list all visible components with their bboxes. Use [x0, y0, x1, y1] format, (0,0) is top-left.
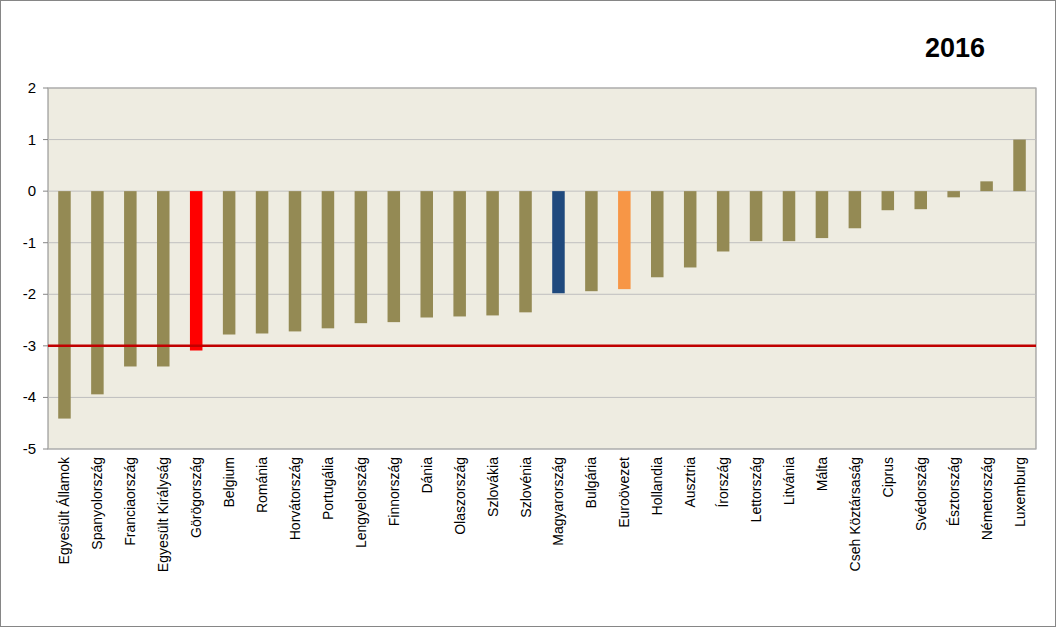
x-tick-label: Észtország — [946, 457, 962, 526]
tick-mark — [43, 191, 48, 192]
bar — [618, 191, 631, 289]
y-tick-label: -1 — [23, 234, 36, 251]
bar — [355, 191, 368, 323]
x-tick-label: Szlovénia — [518, 457, 534, 518]
x-tick-label: Magyarország — [550, 457, 566, 546]
chart: -5 -4 -3 -2 -1 0 1 2 Egyesült Államok Spanyolorsz… — [0, 0, 1056, 627]
x-tick-label: Horvátország — [287, 457, 303, 540]
bar — [289, 191, 302, 331]
x-tick-label: Litvánia — [781, 457, 797, 505]
x-tick-label: Lettország — [748, 457, 764, 522]
tick-mark — [43, 139, 48, 140]
bar — [947, 191, 960, 197]
bar — [816, 191, 829, 238]
tick-mark — [43, 397, 48, 398]
grid-line — [48, 397, 1036, 398]
x-tick-label: Finnország — [386, 457, 402, 526]
bar — [157, 191, 170, 366]
y-tick-label: 0 — [28, 182, 36, 199]
x-tick-label: Írország — [715, 457, 731, 508]
bar — [882, 191, 895, 210]
bar — [717, 191, 730, 251]
x-tick-label: Lengyelország — [353, 457, 369, 548]
tick-mark — [43, 345, 48, 346]
x-tick-label: Görögország — [188, 457, 204, 538]
x-tick-label: Luxemburg — [1012, 457, 1028, 527]
bar — [980, 181, 993, 191]
bar — [190, 191, 203, 350]
bar — [914, 191, 927, 209]
bar — [849, 191, 862, 228]
y-tick-label: -4 — [23, 388, 36, 405]
grid-line — [48, 139, 1036, 140]
x-tick-label: Bulgária — [583, 457, 599, 509]
x-tick-label: Cseh Köztársaság — [847, 457, 863, 571]
bar — [388, 191, 401, 322]
x-tick-label: Hollandia — [649, 457, 665, 516]
x-tick-label: Egyesült Királyság — [155, 457, 171, 572]
tick-mark — [43, 449, 48, 450]
bar — [519, 191, 532, 312]
bar — [684, 191, 697, 267]
grid-line — [48, 449, 1036, 450]
x-tick-label: Ciprus — [880, 457, 896, 497]
grid-line — [48, 345, 1036, 346]
bar — [223, 191, 236, 334]
x-tick-label: Málta — [814, 457, 830, 491]
tick-mark — [43, 242, 48, 243]
x-tick-label: Spanyolország — [89, 457, 105, 550]
bar — [58, 191, 71, 418]
x-tick-label: Dánia — [419, 457, 435, 494]
bar — [486, 191, 499, 315]
y-tick-label: 1 — [28, 131, 36, 148]
chart-frame — [1, 1, 1056, 627]
x-tick-label: Franciaország — [122, 457, 138, 546]
plot-area — [48, 88, 1036, 449]
y-tick-label: -3 — [23, 337, 36, 354]
x-tick-label: Olaszország — [452, 457, 468, 535]
title: 2016 — [925, 33, 985, 63]
bar — [256, 191, 269, 333]
bar — [552, 191, 565, 293]
bar — [420, 191, 433, 317]
x-tick-label: Ausztria — [682, 457, 698, 508]
bars — [48, 140, 1036, 419]
y-tick-label: -5 — [23, 440, 36, 457]
x-tick-label: Belgium — [221, 457, 237, 508]
x-tick-label: Svédország — [913, 457, 929, 531]
bar — [585, 191, 598, 291]
y-tick-label: -2 — [23, 285, 36, 302]
bar — [783, 191, 796, 241]
bar — [124, 191, 137, 366]
x-tick-label: Románia — [254, 457, 270, 513]
bar — [1013, 140, 1026, 192]
bar — [750, 191, 763, 241]
bar — [651, 191, 664, 277]
tick-mark — [43, 88, 48, 89]
x-tick-label: Németország — [979, 457, 995, 540]
bar — [453, 191, 466, 316]
x-tick-label: Egyesült Államok — [56, 456, 72, 564]
y-tick-label: 2 — [28, 79, 36, 96]
grid-line — [48, 88, 1036, 89]
tick-mark — [43, 294, 48, 295]
x-tick-label: Portugália — [320, 457, 336, 520]
threshold-line — [48, 345, 1036, 348]
x-tick-label: Euroövezet — [616, 457, 632, 528]
bar — [91, 191, 104, 394]
bar — [322, 191, 335, 328]
x-tick-label: Szlovákia — [485, 457, 501, 517]
